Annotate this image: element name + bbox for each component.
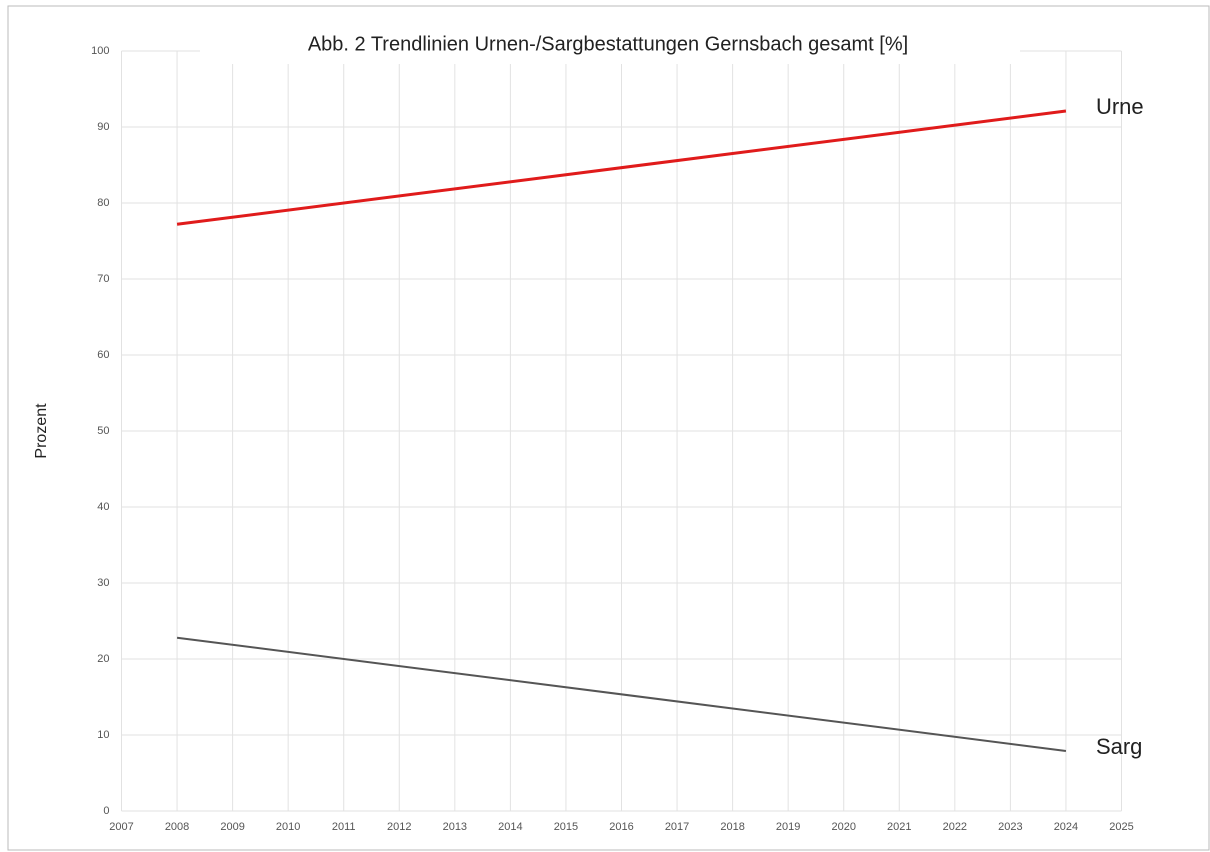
y-tick-label: 0 [103,805,109,817]
y-tick-label: 20 [97,653,109,665]
x-tick-label: 2007 [109,821,133,833]
x-tick-label: 2020 [831,821,855,833]
x-tick-label: 2008 [165,821,189,833]
chart-frame [7,5,1210,851]
x-tick-label: 2022 [943,821,967,833]
x-tick-label: 2011 [332,821,356,833]
trend-line [176,636,1067,752]
x-tick-label: 2019 [776,821,800,833]
y-tick-label: 80 [97,197,109,209]
series-label: Urne [1096,94,1144,119]
x-tick-label: 2015 [554,821,578,833]
y-tick-label: 70 [97,273,109,285]
y-tick-label: 100 [91,45,109,57]
y-tick-label: 90 [97,121,109,133]
x-tick-label: 2009 [220,821,244,833]
grid [121,50,1122,812]
x-tick-label: 2013 [443,821,467,833]
x-tick-label: 2024 [1054,821,1078,833]
x-tick-label: 2010 [276,821,300,833]
y-axis-label: Prozent [33,403,50,459]
x-tick-label: 2021 [887,821,911,833]
y-tick-label: 40 [97,501,109,513]
y-tick-label: 10 [97,729,109,741]
chart-title: Abb. 2 Trendlinien Urnen-/Sargbestattung… [308,33,908,55]
x-tick-label: 2016 [609,821,633,833]
y-tick-label: 30 [97,577,109,589]
y-tick-label: 60 [97,349,109,361]
x-tick-label: 2023 [998,821,1022,833]
y-tick-label: 50 [97,425,109,437]
x-tick-label: 2014 [498,821,522,833]
lines [176,109,1067,752]
series-label: Sarg [1096,734,1142,759]
x-tick-label: 2025 [1109,821,1133,833]
title-background [200,28,1020,64]
trend-line [176,109,1067,226]
x-tick-label: 2018 [720,821,744,833]
x-tick-label: 2017 [665,821,689,833]
x-tick-label: 2012 [387,821,411,833]
